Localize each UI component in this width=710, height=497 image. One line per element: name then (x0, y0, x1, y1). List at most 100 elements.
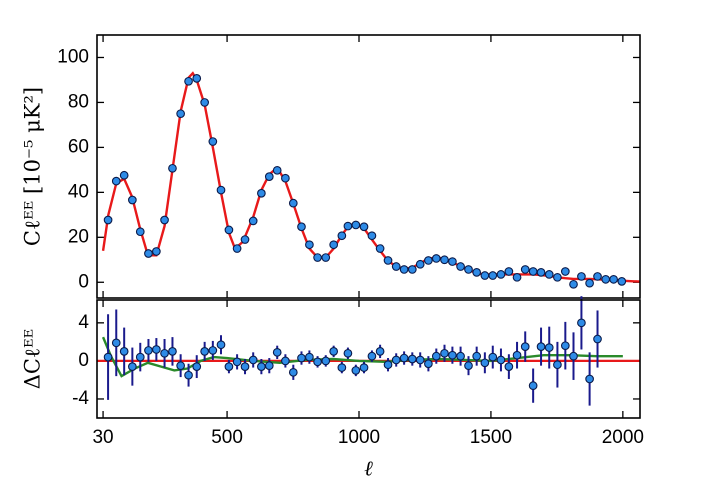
data-point (128, 362, 137, 371)
data-point (456, 262, 465, 271)
data-point (135, 352, 145, 362)
data-point (480, 358, 490, 368)
data-point (448, 257, 457, 266)
data-point (528, 267, 538, 276)
data-point (528, 381, 538, 390)
data-point (232, 357, 242, 367)
data-point (424, 256, 433, 265)
data-point (399, 265, 409, 274)
data-point (184, 370, 193, 380)
data-point (472, 268, 482, 277)
y-tick-label: 20 (68, 226, 89, 247)
data-point (512, 272, 522, 282)
data-point (208, 137, 218, 146)
data-point (577, 318, 586, 328)
x-tick-label: 1500 (470, 427, 512, 448)
data-point (337, 363, 347, 372)
data-point (240, 362, 250, 371)
data-point (111, 338, 121, 348)
data-point (160, 215, 169, 225)
data-point (456, 351, 465, 361)
data-point (192, 362, 202, 371)
data-point (544, 270, 554, 279)
data-point (232, 244, 242, 253)
data-point (553, 360, 562, 370)
data-point (160, 348, 169, 358)
data-point (288, 198, 298, 208)
x-tick-label: 1000 (338, 427, 380, 448)
data-point (496, 270, 506, 279)
data-point (512, 350, 522, 360)
data-point (424, 359, 433, 369)
data-point (407, 265, 417, 274)
data-point (431, 351, 441, 361)
data-point (351, 366, 361, 375)
data-point (553, 272, 562, 282)
data-point (216, 340, 226, 350)
data-point (488, 271, 498, 280)
data-point (305, 352, 314, 362)
data-point (288, 367, 298, 377)
data-point (464, 361, 473, 371)
data-point (391, 355, 401, 365)
x-axis-label: ℓ (364, 457, 373, 481)
data-point (224, 225, 234, 235)
data-point (257, 188, 266, 198)
data-point (504, 267, 514, 276)
y-tick-label: 0 (78, 350, 89, 371)
data-point (585, 374, 594, 384)
plot-frame (96, 34, 641, 299)
data-point (560, 341, 570, 351)
data-point (593, 272, 602, 281)
data-point (168, 347, 177, 356)
data-point (192, 74, 202, 83)
data-point (383, 256, 393, 265)
data-point (257, 362, 266, 371)
data-point (585, 278, 594, 288)
plot-frame (96, 299, 641, 419)
data-point (359, 222, 369, 232)
y-tick-label: 80 (68, 91, 89, 112)
data-point (536, 342, 546, 351)
data-point (144, 346, 153, 355)
data-point (248, 355, 258, 365)
y-axis-label: ΔCℓᴱᴱ (21, 329, 45, 390)
data-point (272, 347, 282, 357)
data-point (431, 254, 441, 263)
data-point (321, 356, 331, 366)
data-point (407, 354, 417, 364)
data-point (281, 173, 290, 183)
data-point (297, 353, 306, 363)
data-point (440, 255, 449, 265)
data-point (176, 361, 185, 371)
data-point (168, 163, 177, 173)
panel: 4 0 -430 500 1000 1500 2000 ΔCℓᴱᴱ ℓ (21, 296, 644, 481)
data-point (488, 352, 498, 362)
data-point (264, 172, 274, 181)
data-point (200, 347, 210, 356)
data-point (329, 347, 339, 356)
data-point (496, 355, 506, 365)
data-point (297, 222, 306, 232)
data-point (504, 362, 514, 371)
data-point (176, 109, 185, 119)
data-point (152, 345, 161, 354)
data-point (103, 215, 113, 225)
data-point (472, 351, 482, 361)
data-point (480, 271, 490, 280)
data-point (536, 268, 546, 277)
data-point (440, 348, 449, 358)
data-point (305, 240, 314, 250)
data-point (359, 363, 369, 372)
data-point (119, 170, 129, 180)
data-point (609, 274, 618, 284)
data-point (544, 343, 554, 352)
data-point (337, 231, 347, 241)
data-point (367, 351, 377, 361)
panel: 0 20 40 60 80 100 Cℓᴱᴱ [10⁻⁵ μK²] (21, 34, 641, 299)
x-tick-label: 500 (211, 427, 243, 448)
data-point (367, 231, 377, 241)
data-point (184, 76, 193, 86)
data-point (103, 352, 113, 362)
